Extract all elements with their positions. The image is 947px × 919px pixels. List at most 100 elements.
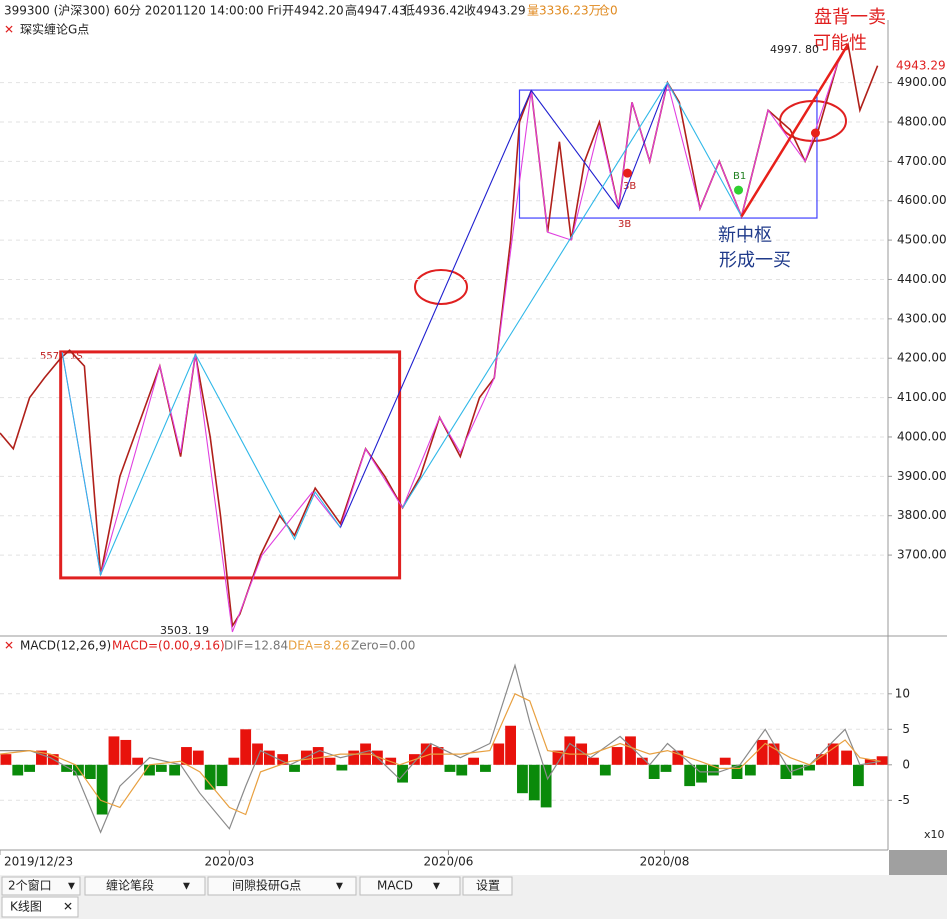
macd-bar	[252, 743, 263, 765]
close-icon[interactable]: ✕	[4, 23, 14, 37]
point-label: 3B	[623, 181, 636, 192]
macd-bar	[599, 764, 611, 776]
close-icon[interactable]: ✕	[4, 639, 14, 653]
low-label: 3503. 19	[160, 624, 209, 637]
button[interactable]	[1, 876, 81, 896]
button-label: MACD	[377, 879, 413, 893]
macd-bar	[564, 736, 576, 765]
macd-bar	[397, 764, 408, 783]
macd-bar	[625, 736, 636, 765]
macd-bar	[696, 764, 707, 783]
macd-bar	[108, 736, 120, 765]
x-tick-label: 2020/08	[640, 855, 690, 869]
y-tick-label: 4800.00	[897, 114, 947, 128]
macd-bar	[444, 764, 456, 772]
point-label: 3B	[618, 219, 631, 230]
macd-bar	[204, 764, 216, 790]
button[interactable]	[207, 876, 357, 896]
macd-bar	[780, 764, 792, 779]
macd-bar	[155, 764, 167, 772]
macd-bar	[120, 739, 132, 765]
macd-bar	[744, 764, 756, 776]
y-tick-label: 4400.00	[897, 272, 947, 286]
macd-bar	[169, 764, 181, 776]
macd-bar	[719, 757, 731, 765]
signal-dot	[623, 168, 633, 178]
x-tick-label: 2020/03	[204, 855, 254, 869]
highlight-ellipse	[414, 269, 468, 305]
position: 仓0	[598, 4, 618, 18]
macd-bar	[768, 743, 780, 765]
macd-bar	[61, 764, 72, 772]
annotation: 形成一买	[719, 250, 791, 271]
macd-bar	[660, 764, 672, 772]
macd-bar	[24, 764, 35, 772]
macd-bar	[228, 757, 240, 765]
high: 高4947.43	[345, 3, 407, 18]
macd-bar	[552, 750, 564, 765]
macd-bar	[611, 747, 623, 765]
macd-bar	[263, 750, 275, 765]
macd-line	[0, 692, 881, 816]
y-tick-label: 4100.00	[897, 390, 947, 404]
point-label: 557	[40, 351, 59, 362]
macd-bar	[636, 757, 648, 765]
macd-bar	[827, 743, 839, 765]
macd-bar	[36, 750, 47, 765]
macd-bar	[864, 759, 876, 765]
last-price-box	[891, 58, 945, 74]
button-label: 2个窗口	[8, 879, 52, 893]
button[interactable]	[359, 876, 461, 896]
button[interactable]	[84, 876, 206, 896]
price-line	[339, 82, 669, 528]
macd-bar	[181, 747, 192, 765]
macd-bar	[432, 747, 444, 765]
dea-value: DEA=8.26	[288, 639, 350, 653]
x-tick-label: 2020/06	[424, 855, 474, 869]
macd-bar	[0, 754, 12, 765]
x-tick-label: 2019/12/23	[4, 855, 73, 869]
macd-bar	[731, 764, 743, 779]
unit-label: x10	[924, 828, 945, 841]
y-tick-label: -5	[898, 793, 910, 807]
macd-bar	[588, 757, 599, 765]
corner-block	[889, 850, 947, 875]
y-tick-label: 4600.00	[897, 193, 947, 207]
macd-bar	[756, 739, 768, 765]
y-tick-label: 4200.00	[897, 351, 947, 365]
dropdown-arrow[interactable]: ▼	[433, 882, 440, 892]
macd-bar	[517, 764, 528, 794]
y-tick-label: 4700.00	[897, 154, 947, 168]
open: 开4942.20	[282, 4, 344, 18]
y-tick-label: 3800.00	[897, 508, 947, 522]
dropdown-arrow[interactable]: ▼	[68, 882, 75, 892]
zero-value: Zero=0.00	[351, 639, 415, 653]
macd-bar	[96, 764, 108, 815]
price-line	[740, 43, 850, 218]
indicator-name: 琛实缠论G点	[20, 22, 89, 37]
annotation: 盘背一卖	[814, 7, 886, 28]
dropdown-arrow[interactable]: ▼	[336, 882, 343, 892]
tab-close[interactable]: ✕	[63, 900, 73, 914]
chart-layer: 3700.00 3800.00 3900.00 4000.00 4100.00 4200.…	[0, 42, 947, 869]
macd-bar	[348, 750, 360, 765]
low: 低4936.42	[403, 4, 465, 18]
macd-bar	[876, 756, 888, 765]
button-label: 缠论笔段	[106, 878, 154, 893]
volume: 量3336.23万	[527, 4, 601, 18]
tab[interactable]	[1, 896, 79, 918]
macd-bar	[132, 757, 144, 765]
macd-bar	[684, 764, 696, 787]
macd-bar	[841, 750, 852, 765]
tab-label: K线图	[10, 900, 42, 914]
macd-bar	[336, 764, 348, 771]
y-tick-label: 3900.00	[897, 469, 947, 483]
dropdown-arrow[interactable]: ▼	[183, 882, 190, 892]
y-tick-label: 3700.00	[897, 548, 947, 562]
button[interactable]	[462, 876, 513, 896]
macd-bar	[816, 754, 827, 765]
y-tick-label: 4900.00	[897, 75, 947, 89]
macd-bar	[277, 754, 289, 765]
